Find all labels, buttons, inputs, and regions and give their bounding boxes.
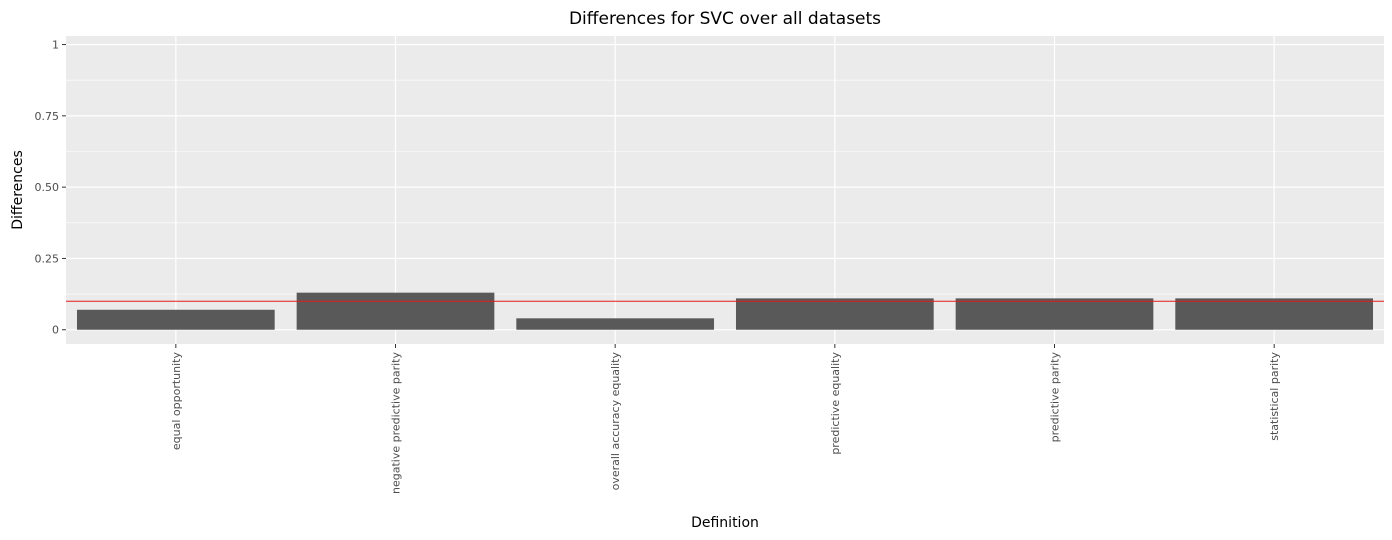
- bar: [296, 292, 495, 330]
- chart-title: Differences for SVC over all datasets: [569, 9, 881, 29]
- grid-minor: [66, 79, 1384, 295]
- y-axis-title: Differences: [10, 150, 26, 229]
- bars: [76, 292, 1374, 330]
- y-tick-label: 0.25: [35, 252, 60, 265]
- x-tick-label: overall accuracy equality: [609, 352, 622, 491]
- grid-major: [66, 36, 1384, 344]
- x-tick-label: negative predictive parity: [390, 352, 403, 494]
- y-axis: 0 0.25 0.50 0.75 1: [35, 39, 66, 337]
- y-tick-label: 1: [52, 39, 59, 52]
- x-tick-label: predictive parity: [1049, 352, 1062, 443]
- bar: [1175, 298, 1374, 330]
- x-axis: equal opportunity negative predictive par…: [170, 344, 1281, 494]
- bar: [516, 318, 715, 330]
- x-axis-title: Definition: [691, 515, 759, 531]
- y-tick-label: 0.75: [35, 110, 60, 123]
- y-tick-label: 0: [52, 324, 59, 337]
- bar: [955, 298, 1154, 330]
- bar: [735, 298, 934, 330]
- x-tick-label: statistical parity: [1268, 352, 1281, 441]
- y-tick-label: 0.50: [35, 181, 60, 194]
- x-tick-label: equal opportunity: [170, 352, 183, 451]
- x-tick-label: predictive equality: [829, 352, 842, 455]
- plot-panel: [66, 36, 1384, 344]
- bar: [76, 309, 275, 330]
